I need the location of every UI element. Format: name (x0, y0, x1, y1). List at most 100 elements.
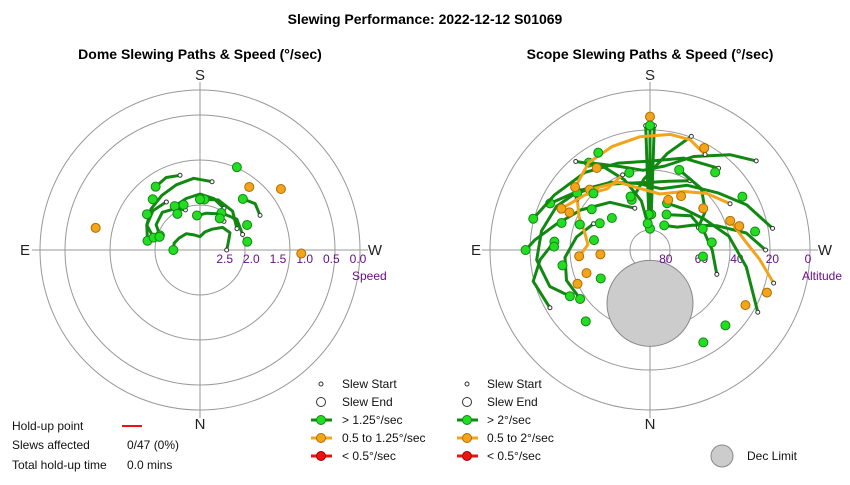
legend-medium-marker (462, 433, 472, 443)
scope-slew-paths (520, 111, 777, 348)
slew-end-point (642, 218, 653, 229)
slew-speed-marker (214, 213, 225, 224)
radial-tick-label: 80 (659, 252, 673, 266)
slew-start-point (547, 305, 553, 311)
slew-path (154, 206, 187, 237)
slew-speed-marker (606, 213, 617, 224)
legend-slow-label: < 0.5°/sec (342, 449, 396, 463)
total-holdup-time-value: 0.0 mins (127, 458, 172, 472)
slew-start-point (714, 271, 720, 277)
slew-start-point (163, 199, 169, 205)
dome-compass-east: E (20, 242, 30, 259)
slew-speed-marker (242, 236, 253, 247)
legend-slow-marker (462, 451, 472, 461)
slew-path (588, 180, 732, 206)
slew-path (728, 219, 776, 285)
slew-start-point (620, 172, 626, 178)
legend-slow-marker (316, 451, 326, 461)
total-holdup-time-label: Total hold-up time (12, 458, 107, 472)
slew-speed-marker (595, 249, 606, 260)
slew-end-point (150, 181, 161, 192)
slew-end-point (564, 291, 575, 302)
slew-speed-marker (698, 337, 709, 348)
legend-fast-marker (462, 415, 472, 425)
slew-start-point (688, 133, 694, 139)
dec-limit-legend: Dec Limit (710, 444, 798, 468)
slew-path (587, 153, 758, 172)
legend-slew-start-marker (464, 381, 470, 387)
legend-slew-start-label: Slew Start (487, 377, 542, 391)
slew-start-point (224, 247, 230, 253)
radial-tick-label: 0.0 (350, 252, 367, 266)
slew-speed-marker (588, 188, 599, 199)
radial-tick-label: 2.5 (216, 252, 233, 266)
slew-end-point (575, 293, 586, 304)
slew-speed-marker (625, 191, 636, 202)
slew-speed-marker (147, 194, 158, 205)
slew-speed-marker (242, 219, 253, 230)
slew-end-point (674, 164, 685, 175)
slew-speed-marker (141, 209, 152, 220)
scope-radial-axis-label: Altitude (802, 269, 842, 283)
radial-tick-label: 0 (805, 252, 812, 266)
slew-speed-marker (645, 120, 655, 131)
slew-start-point (177, 172, 183, 178)
slew-path (145, 176, 214, 240)
dec-limit-circle (606, 259, 694, 347)
slew-speed-marker (624, 167, 635, 178)
dome-panel: Dome Slewing Paths & Speed (°/sec) 2.5 2.… (20, 46, 387, 433)
slews-affected-value: 0/47 (0%) (127, 438, 179, 452)
scope-panel-title: Scope Slewing Paths & Speed (°/sec) (527, 46, 774, 62)
dome-compass-west: W (368, 242, 383, 259)
slew-start-point (240, 231, 246, 237)
slew-speed-marker (90, 222, 101, 233)
legend-slow-label: < 0.5°/sec (487, 449, 541, 463)
slew-speed-marker (593, 147, 604, 158)
slew-end-point (661, 209, 672, 220)
slew-end-point (659, 220, 670, 231)
slew-path (630, 134, 693, 202)
dome-polar-grid (32, 82, 368, 418)
slew-start-point (702, 152, 708, 158)
legend-slew-end-marker (316, 397, 326, 407)
slew-speed-marker (586, 204, 597, 215)
slew-start-point (771, 280, 777, 286)
slew-speed-marker (195, 194, 205, 205)
slew-speed-marker (706, 237, 717, 248)
slew-speed-marker (737, 191, 748, 202)
legend-fast-label: > 1.25°/sec (342, 413, 403, 427)
radial-tick-label: 2.0 (243, 252, 260, 266)
slew-path (573, 132, 707, 189)
slew-start-point (209, 179, 215, 185)
slew-end-point (237, 193, 248, 204)
slew-speed-marker (296, 248, 307, 259)
scope-compass-north: N (645, 416, 656, 433)
slew-speed-marker (698, 203, 709, 214)
slew-speed-marker (676, 191, 687, 202)
scope-compass-east: E (471, 242, 481, 259)
holdup-stats: Hold-up point Slews affected 0/47 (0%) T… (12, 419, 179, 472)
slew-speed-marker (581, 268, 592, 279)
slew-speed-marker (154, 231, 165, 242)
legend-medium-marker (316, 433, 326, 443)
dec-limit-legend-swatch (710, 444, 734, 468)
slew-speed-marker (740, 300, 751, 311)
slew-end-point (520, 245, 531, 255)
legend-medium-label: 0.5 to 1.25°/sec (342, 431, 426, 445)
slew-speed-marker (761, 287, 772, 298)
radial-tick-label: 1.5 (270, 252, 287, 266)
scope-legend: Slew Start Slew End > 2°/sec 0.5 to 2°/s… (457, 377, 554, 463)
slew-start-point (257, 212, 263, 218)
slew-speed-marker (734, 221, 745, 232)
slew-speed-marker (699, 142, 710, 153)
slew-speed-marker (697, 251, 708, 262)
slew-speed-marker (591, 162, 602, 173)
dec-limit-legend-label: Dec Limit (747, 449, 798, 463)
slew-speed-marker (595, 273, 606, 284)
slew-speed-marker (572, 278, 583, 289)
slew-end-point (191, 210, 202, 221)
slew-speed-marker (750, 226, 761, 237)
slew-speed-marker (645, 111, 655, 122)
slew-start-point (755, 309, 761, 315)
